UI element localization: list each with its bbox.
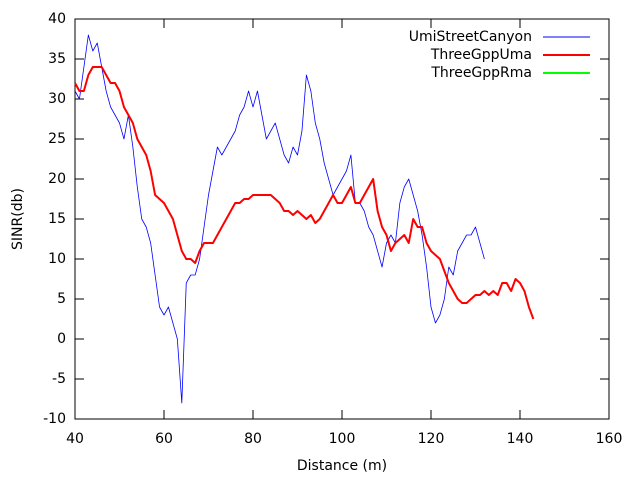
y-tick-label: -10 — [43, 411, 66, 427]
y-tick-label: 40 — [48, 11, 66, 27]
y-tick-label: 5 — [57, 291, 66, 307]
x-tick-label: 80 — [244, 431, 262, 447]
x-tick-label: 40 — [66, 431, 84, 447]
x-tick-label: 140 — [507, 431, 534, 447]
x-tick-label: 60 — [155, 431, 173, 447]
y-tick-label: 35 — [48, 51, 66, 67]
series-line — [74, 34, 485, 404]
legend-label: UmiStreetCanyon — [409, 29, 532, 45]
y-tick-label: 15 — [48, 211, 66, 227]
series-line — [74, 66, 535, 320]
y-tick-label: 20 — [48, 171, 66, 187]
x-axis-label: Distance (m) — [297, 458, 387, 474]
y-tick-label: 30 — [48, 91, 66, 107]
x-tick-label: 120 — [418, 431, 445, 447]
x-tick-label: 100 — [329, 431, 356, 447]
y-tick-label: 25 — [48, 131, 66, 147]
y-tick-label: -5 — [52, 371, 66, 387]
legend-label: ThreeGppUma — [430, 47, 532, 63]
legend-label: ThreeGppRma — [430, 65, 532, 81]
y-axis-label: SINR(db) — [10, 188, 26, 250]
y-tick-label: 10 — [48, 251, 66, 267]
x-tick-label: 160 — [596, 431, 623, 447]
y-tick-label: 0 — [57, 331, 66, 347]
